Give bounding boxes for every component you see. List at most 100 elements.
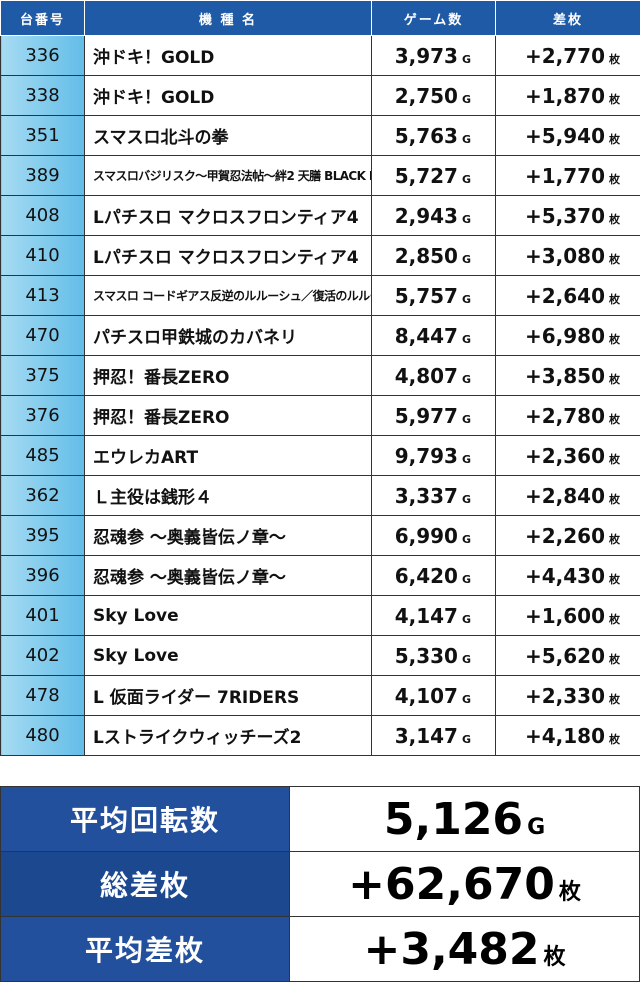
game-count: 6,420	[394, 563, 458, 588]
coin-difference-unit: 枚	[609, 732, 620, 746]
coin-difference-cell: +2,840 枚	[495, 475, 640, 516]
coin-difference: +2,840	[524, 483, 605, 508]
game-count-unit: G	[461, 732, 471, 746]
game-count: 3,973	[394, 43, 458, 68]
machine-number: 478	[0, 675, 85, 716]
machine-number: 376	[0, 395, 85, 436]
game-count: 4,147	[394, 603, 458, 628]
table-row: 401 Sky Love 4,147 G +1,600 枚	[0, 595, 640, 636]
table-row: 480 Lストライクウィッチーズ2 3,147 G +4,180 枚	[0, 715, 640, 756]
coin-difference-unit: 枚	[609, 92, 620, 106]
game-count-unit: G	[461, 652, 471, 666]
game-count-cell: 3,973 G	[371, 35, 496, 76]
game-count-unit: G	[461, 492, 471, 506]
coin-difference-unit: 枚	[609, 612, 620, 626]
header-machine-number: 台番号	[0, 0, 85, 36]
coin-difference-cell: +4,180 枚	[495, 715, 640, 756]
table-row: 362 Ｌ主役は銭形４ 3,337 G +2,840 枚	[0, 475, 640, 516]
coin-difference-cell: +3,850 枚	[495, 355, 640, 396]
average-difference-label: 平均差枚	[0, 916, 290, 982]
machine-number: 402	[0, 635, 85, 676]
game-count: 8,447	[394, 323, 458, 348]
total-difference-unit: 枚	[558, 879, 581, 905]
table-row: 395 忍魂参 ～奥義皆伝ノ章～ 6,990 G +2,260 枚	[0, 515, 640, 556]
game-count-unit: G	[461, 612, 471, 626]
coin-difference-unit: 枚	[609, 172, 620, 186]
machine-number: 408	[0, 195, 85, 236]
coin-difference: +1,600	[524, 603, 605, 628]
table-row: 375 押忍！番長ZERO 4,807 G +3,850 枚	[0, 355, 640, 396]
coin-difference-cell: +2,780 枚	[495, 395, 640, 436]
coin-difference-cell: +2,640 枚	[495, 275, 640, 316]
machine-number: 413	[0, 275, 85, 316]
total-difference-label: 総差枚	[0, 851, 290, 917]
summary-row-average-spins: 平均回転数 5,126 G	[0, 786, 640, 852]
coin-difference: +5,940	[524, 123, 605, 148]
coin-difference-unit: 枚	[609, 412, 620, 426]
coin-difference: +4,430	[524, 563, 605, 588]
game-count: 2,850	[394, 243, 458, 268]
average-spins-value: 5,126	[383, 793, 524, 845]
coin-difference: +2,770	[524, 43, 605, 68]
coin-difference-unit: 枚	[609, 452, 620, 466]
header-machine-name: 機 種 名	[84, 0, 372, 36]
coin-difference-unit: 枚	[609, 532, 620, 546]
total-difference-value: +62,670	[348, 858, 555, 910]
machine-name: スマスロ コードギアス反逆のルルーシュ／復活のルルーシュ	[84, 275, 372, 316]
machine-name: Lパチスロ マクロスフロンティア4	[84, 235, 372, 276]
game-count-unit: G	[461, 452, 471, 466]
coin-difference-unit: 枚	[609, 132, 620, 146]
game-count: 6,990	[394, 523, 458, 548]
machine-name: 忍魂参 ～奥義皆伝ノ章～	[84, 555, 372, 596]
game-count-cell: 4,807 G	[371, 355, 496, 396]
table-header-row: 台番号 機 種 名 ゲーム数 差枚	[0, 0, 640, 36]
average-spins-label: 平均回転数	[0, 786, 290, 852]
game-count-unit: G	[461, 132, 471, 146]
machine-number: 401	[0, 595, 85, 636]
machine-name: Sky Love	[84, 635, 372, 676]
game-count-unit: G	[461, 52, 471, 66]
coin-difference-cell: +2,770 枚	[495, 35, 640, 76]
machine-number: 338	[0, 75, 85, 116]
machine-number: 485	[0, 435, 85, 476]
machine-name: Sky Love	[84, 595, 372, 636]
game-count-cell: 5,977 G	[371, 395, 496, 436]
game-count-cell: 5,330 G	[371, 635, 496, 676]
machine-number: 396	[0, 555, 85, 596]
table-row: 470 パチスロ甲鉄城のカバネリ 8,447 G +6,980 枚	[0, 315, 640, 356]
coin-difference-unit: 枚	[609, 492, 620, 506]
game-count-cell: 2,850 G	[371, 235, 496, 276]
machine-number: 395	[0, 515, 85, 556]
table-body: 336 沖ドキ！GOLD 3,973 G +2,770 枚 338 沖ドキ！GOLD 2,750…	[0, 35, 640, 756]
table-row: 408 Lパチスロ マクロスフロンティア4 2,943 G +5,370 枚	[0, 195, 640, 236]
coin-difference-cell: +4,430 枚	[495, 555, 640, 596]
coin-difference-cell: +1,600 枚	[495, 595, 640, 636]
game-count-cell: 3,147 G	[371, 715, 496, 756]
coin-difference: +5,370	[524, 203, 605, 228]
game-count-unit: G	[461, 212, 471, 226]
game-count-unit: G	[461, 532, 471, 546]
game-count-unit: G	[461, 172, 471, 186]
machine-name: 押忍！番長ZERO	[84, 355, 372, 396]
machine-number: 336	[0, 35, 85, 76]
table-row: 336 沖ドキ！GOLD 3,973 G +2,770 枚	[0, 35, 640, 76]
machine-name: L 仮面ライダー 7RIDERS	[84, 675, 372, 716]
machine-number: 375	[0, 355, 85, 396]
machine-name: スマスロ北斗の拳	[84, 115, 372, 156]
game-count: 5,763	[394, 123, 458, 148]
coin-difference: +1,770	[524, 163, 605, 188]
average-difference-unit: 枚	[543, 944, 566, 970]
table-row: 402 Sky Love 5,330 G +5,620 枚	[0, 635, 640, 676]
game-count-cell: 5,727 G	[371, 155, 496, 196]
game-count: 4,807	[394, 363, 458, 388]
machine-name: パチスロ甲鉄城のカバネリ	[84, 315, 372, 356]
coin-difference: +2,330	[524, 683, 605, 708]
results-table: 台番号 機 種 名 ゲーム数 差枚 336 沖ドキ！GOLD 3,973 G +2,77…	[0, 0, 640, 756]
machine-name: 沖ドキ！GOLD	[84, 35, 372, 76]
game-count-cell: 8,447 G	[371, 315, 496, 356]
coin-difference-cell: +5,940 枚	[495, 115, 640, 156]
game-count-unit: G	[461, 252, 471, 266]
average-spins-unit: G	[527, 814, 546, 840]
